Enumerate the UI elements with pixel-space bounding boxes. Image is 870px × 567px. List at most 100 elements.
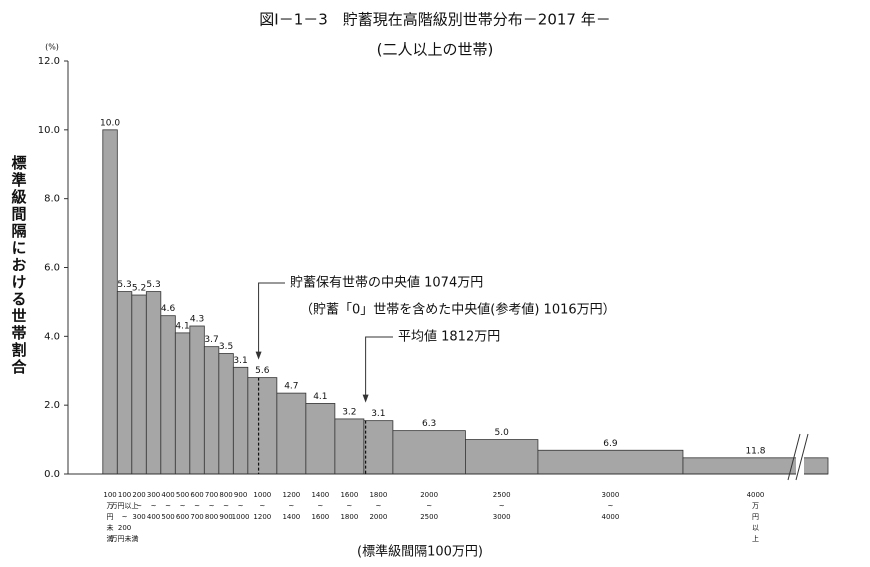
x-tick-label: ~ [288,502,294,510]
bar [232,366,249,475]
bar [305,403,336,475]
bar-label: 5.0 [495,428,510,438]
axis-break [795,433,809,481]
bar-label: 11.8 [745,446,765,456]
x-tick-label: 4000 [602,513,620,521]
x-tick-label: 1600 [311,513,329,521]
x-tick-label: ~ [122,513,128,521]
x-tick-label: ~ [346,502,352,510]
bar [465,439,539,475]
x-tick-label: 万円未満 [111,534,139,543]
chart-subtitle: (二人以上の世帯) [377,41,494,59]
bar [131,294,147,475]
bar-label: 3.2 [342,407,356,417]
x-tick-label: 未 [107,523,114,532]
x-tick-label: 200 [118,524,131,532]
x-tick-label: 600 [190,491,203,499]
x-tick-label: 万 [752,502,759,510]
bar [160,315,176,475]
x-tick-label: 400 [161,491,174,499]
x-tick-label: 500 [176,491,189,499]
x-tick-label: ~ [151,502,157,510]
bar-label: 4.6 [161,304,176,314]
bar-label: 3.7 [204,335,218,345]
y-unit: (%) [45,43,59,52]
x-tick-label: 900 [219,513,232,521]
x-tick-label: ~ [209,502,215,510]
x-tick-label: ~ [223,502,229,510]
annotation: 平均値 1812万円 [398,329,500,345]
bar [537,449,684,475]
x-axis-label: (標準級間隔100万円) [357,544,483,560]
x-tick-label: 700 [205,491,218,499]
x-tick-label: 1600 [340,491,358,499]
x-tick-label: 1000 [253,491,271,499]
bar-label: 6.3 [422,419,436,429]
bar [247,377,278,475]
bar [116,291,133,475]
x-tick-label: 2000 [420,491,438,499]
x-tick-label: 上 [752,534,759,543]
x-tick-label: 800 [219,491,232,499]
x-tick-label: 満 [107,535,114,543]
x-tick-label: ~ [426,502,432,510]
bar-label: 3.1 [371,409,385,419]
x-tick-label: 2000 [369,513,387,521]
annotation-arrow [258,282,285,358]
bar [392,430,466,475]
x-tick-label: 800 [205,513,218,521]
bar [174,332,191,475]
x-tick-label: 万円以上 [111,501,139,510]
bar-label: 4.1 [175,321,189,331]
bar-label: 5.6 [255,366,270,376]
x-tick-label: ~ [317,502,323,510]
x-tick-label: 2500 [493,491,511,499]
x-tick-label: ~ [238,502,244,510]
x-tick-label: 400 [147,513,160,521]
x-tick-label: ~ [499,502,505,510]
x-tick-label: 4000 [747,491,765,499]
x-tick-label: 1000 [232,513,250,521]
y-tick-label: 8.0 [44,194,60,205]
annotation-arrow [365,336,393,401]
bar-label: 3.1 [233,356,247,366]
x-tick-label: 700 [190,513,203,521]
x-tick-label: 1400 [311,491,329,499]
axis-break [787,433,801,481]
x-tick-label: 300 [147,491,160,499]
bar [102,129,118,475]
y-tick-label: 10.0 [38,125,60,136]
bar-label: 4.3 [190,315,204,325]
x-tick-label: ~ [194,502,200,510]
x-tick-label: 300 [132,513,145,521]
x-tick-label: 1800 [369,491,387,499]
x-tick-label: 円 [752,513,759,521]
bar [145,291,162,475]
x-tick-label: ~ [608,502,614,510]
x-tick-label: 500 [161,513,174,521]
x-tick-label: 1200 [282,491,300,499]
bar [276,392,307,475]
bar [682,457,829,475]
bar [218,353,234,475]
bar [334,418,365,475]
x-tick-label: 600 [176,513,189,521]
bar [203,346,220,475]
bar-label: 5.2 [132,284,146,294]
x-tick-label: 万 [107,502,114,510]
x-tick-label: 1800 [340,513,358,521]
annotation: 貯蓄保有世帯の中央値 1074万円 [290,275,483,291]
bar-label: 4.1 [313,392,327,402]
y-tick-label: 12.0 [38,56,60,67]
chart-title: 図Ⅰ－1－3 貯蓄現在高階級別世帯分布－2017 年－ [259,11,610,29]
y-tick-label: 6.0 [44,263,60,274]
x-tick-label: 円 [107,513,114,521]
x-tick-label: ~ [259,502,265,510]
arrowhead [255,351,262,360]
x-tick-label: ~ [180,502,186,510]
y-axis-label: 標準級間隔における世帯割合 [10,154,28,376]
y-tick-label: 4.0 [44,331,60,342]
bar [189,325,205,475]
annotation: （貯蓄「0」世帯を含めた中央値(参考値) 1016万円） [300,302,616,318]
